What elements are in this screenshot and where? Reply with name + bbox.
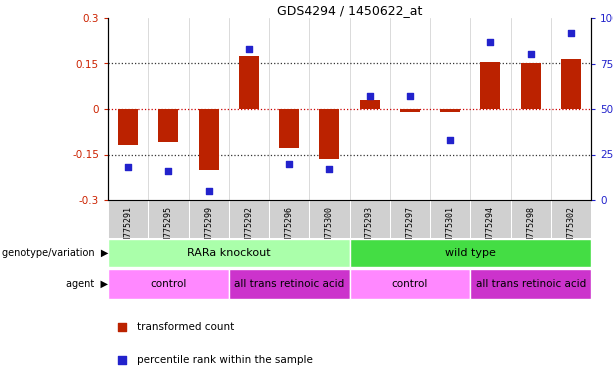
Bar [108,269,229,300]
Bar [148,200,189,238]
Bar [561,59,581,109]
Point [118,358,128,364]
Bar [520,63,541,109]
Text: GSM775295: GSM775295 [164,206,173,251]
Bar [229,200,269,238]
Bar [511,200,550,238]
Text: GSM775302: GSM775302 [566,206,576,251]
Title: GDS4294 / 1450622_at: GDS4294 / 1450622_at [277,4,422,17]
Text: GSM775293: GSM775293 [365,206,374,251]
Point [164,168,173,174]
Bar [229,269,349,300]
Bar [481,62,500,109]
Text: genotype/variation  ▶: genotype/variation ▶ [2,248,108,258]
Bar [400,109,420,112]
Text: all trans retinoic acid: all trans retinoic acid [234,279,345,289]
Bar [158,109,178,142]
Text: all trans retinoic acid: all trans retinoic acid [476,279,586,289]
Bar [440,109,460,112]
Point [445,137,455,143]
Text: GSM775299: GSM775299 [204,206,213,251]
Bar [108,238,349,267]
Bar [390,200,430,238]
Point [284,161,294,167]
Point [405,93,415,99]
Text: GSM775292: GSM775292 [245,206,253,251]
Bar [349,238,591,267]
Text: percentile rank within the sample: percentile rank within the sample [137,356,313,366]
Bar [239,56,259,109]
Point [324,166,334,172]
Point [118,323,128,329]
Bar [470,269,591,300]
Point [365,93,375,99]
Bar [309,200,349,238]
Bar [319,109,340,159]
Text: GSM775291: GSM775291 [124,206,132,251]
Text: GSM775301: GSM775301 [446,206,455,251]
Bar [108,200,148,238]
Text: transformed count: transformed count [137,321,234,331]
Text: GSM775298: GSM775298 [526,206,535,251]
Point [244,46,254,52]
Bar [189,200,229,238]
Bar [199,109,219,170]
Point [204,188,213,194]
Text: GSM775294: GSM775294 [486,206,495,251]
Point [526,51,536,58]
Bar [118,109,138,146]
Bar [349,269,470,300]
Bar [360,100,379,109]
Text: control: control [392,279,428,289]
Bar [349,200,390,238]
Text: agent  ▶: agent ▶ [66,279,108,289]
Bar [470,200,511,238]
Bar [430,200,470,238]
Text: RARa knockout: RARa knockout [187,248,270,258]
Text: wild type: wild type [445,248,496,258]
Bar [550,200,591,238]
Text: GSM775300: GSM775300 [325,206,334,251]
Text: GSM775297: GSM775297 [405,206,414,251]
Text: control: control [150,279,186,289]
Bar [279,109,299,149]
Point [566,30,576,36]
Point [485,38,495,45]
Point [123,164,133,170]
Bar [269,200,309,238]
Text: GSM775296: GSM775296 [284,206,294,251]
